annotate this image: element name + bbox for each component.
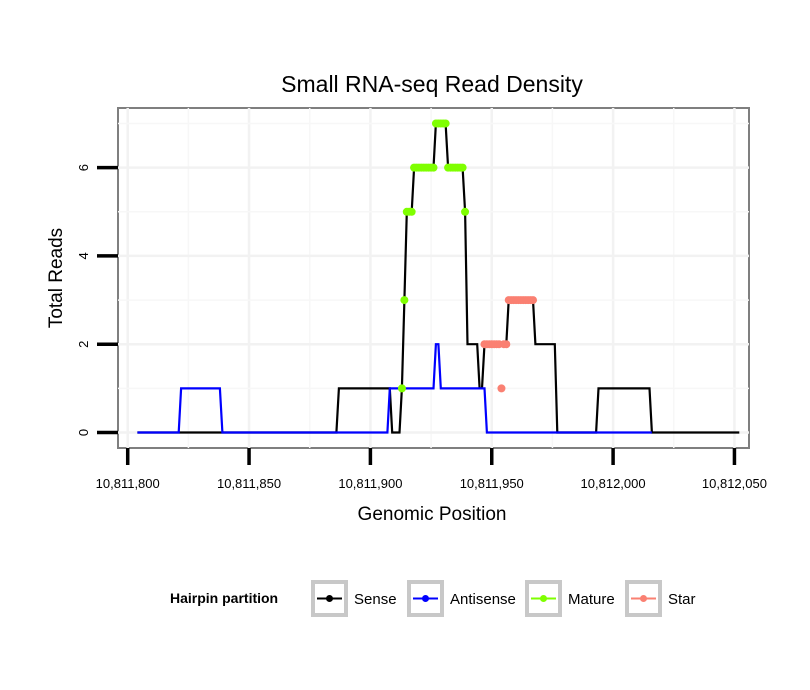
series-antisense <box>137 343 652 434</box>
axes: 10,811,800 10,811,850 10,811,900 10,811,950… <box>76 164 767 491</box>
mature-point <box>397 384 406 393</box>
x-tick-label: 10,811,800 <box>96 476 160 491</box>
mature-point <box>407 207 416 216</box>
mature-point <box>400 296 409 305</box>
series-star <box>480 296 538 393</box>
legend-key-point <box>540 595 547 602</box>
legend-entry-mature: Mature <box>525 580 615 617</box>
x-tick-label: 10,811,900 <box>338 476 402 491</box>
legend-entry-antisense: Antisense <box>407 580 516 617</box>
legend-entry-sense: Sense <box>311 580 397 617</box>
x-axis-title: Genomic Position <box>358 504 507 525</box>
y-tick-label: 0 <box>76 429 91 436</box>
y-tick-label: 6 <box>76 164 91 171</box>
legend-label: Sense <box>354 591 397 608</box>
x-tick-label: 10,811,950 <box>460 476 524 491</box>
legend: Hairpin partition Sense Antisense Mature St… <box>170 580 696 617</box>
x-tick-label: 10,812,000 <box>581 476 646 491</box>
antisense-line <box>137 343 652 434</box>
legend-key-point <box>422 595 429 602</box>
legend-label: Star <box>668 591 696 608</box>
legend-label: Mature <box>568 591 615 608</box>
star-point <box>497 384 506 393</box>
x-tick-label: 10,812,050 <box>702 476 767 491</box>
legend-title: Hairpin partition <box>170 590 278 606</box>
legend-label: Antisense <box>450 591 516 608</box>
legend-entry-star: Star <box>625 580 696 617</box>
chart-title: Small RNA-seq Read Density <box>281 71 583 97</box>
sense-line <box>137 122 740 434</box>
x-tick-label: 10,811,850 <box>217 476 281 491</box>
legend-key-point <box>326 595 333 602</box>
star-point <box>529 296 538 305</box>
mature-point <box>461 207 470 216</box>
mature-point <box>441 119 450 128</box>
y-tick-label: 4 <box>76 252 91 259</box>
series-mature <box>397 119 470 393</box>
y-tick-label: 2 <box>76 341 91 348</box>
star-point <box>502 340 511 349</box>
legend-key-point <box>640 595 647 602</box>
series-layer <box>137 119 740 434</box>
mature-point <box>429 163 438 172</box>
y-axis-title: Total Reads <box>46 228 67 328</box>
series-sense <box>137 122 740 434</box>
mature-point <box>458 163 467 172</box>
